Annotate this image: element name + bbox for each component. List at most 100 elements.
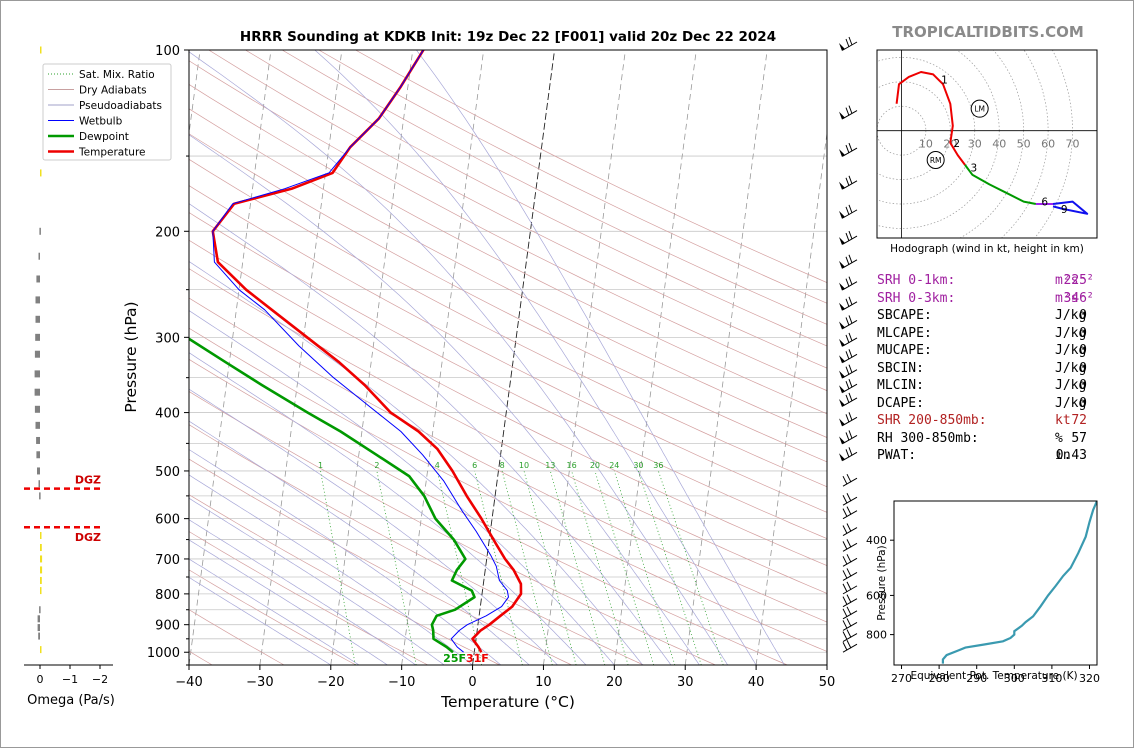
wind-barb-staff [843,181,857,189]
moist-adiabat [315,50,756,665]
x-tick-label: −20 [317,675,344,690]
wind-barb [839,412,857,426]
wind-barb-feather [846,449,849,457]
mixing-ratio-label: 24 [609,461,619,470]
param-unit: in [1055,448,1071,463]
wind-barb-staff [843,354,857,362]
wind-barb-feather [843,541,847,549]
wind-barb-feather [846,351,849,359]
wind-barb-feather [843,526,847,534]
param-label: MUCAPE: [877,343,932,358]
wind-barb [843,630,857,642]
hodograph-height-label: 6 [1041,197,1048,209]
wind-barb-feather [849,365,852,373]
legend-entry: Dry Adiabats [79,85,147,97]
omega-bar [40,47,42,54]
wind-barb-feather [846,257,849,265]
wind-barb [839,231,857,245]
mixing-ratio-line [321,471,356,665]
hodograph-ring-label: 70 [1066,138,1080,151]
wind-barb-feather [847,474,851,482]
wind-barb-feather [843,584,847,592]
wind-barb-feather [847,507,851,515]
param-label: SRH 0-1km: [877,273,955,288]
param-label: SRH 0-3km: [877,291,955,306]
omega-bar [39,253,41,260]
param-value: 57 [1071,431,1087,446]
param-unit: % [1055,431,1063,446]
mixing-ratio-line [524,471,576,665]
param-unit: J/kg [1055,343,1086,358]
omega-bar [35,351,40,358]
wind-barb-staff [843,370,857,378]
hodograph-ring-label: 30 [968,138,982,151]
wind-barb-staff [843,260,857,268]
wind-barb [839,333,857,347]
omega-bar [39,480,41,487]
wind-barb-feather [846,39,849,47]
wind-barb-feather [847,607,851,615]
wind-barb-feather [849,231,852,239]
wind-barb [843,618,857,630]
moist-adiabat [186,50,727,665]
wind-barb-feather [843,476,847,484]
mixing-ratio-line [614,471,675,665]
param-label: MLCIN: [877,378,924,393]
param-value: 72 [1071,413,1087,428]
x-tick-label: −40 [175,675,202,690]
wind-barb-feather [849,430,852,438]
omega-bar [35,334,40,341]
wind-barb-feather [843,556,847,564]
hodograph-height-label: 9 [1061,204,1068,216]
hodograph-ring-label: 60 [1041,138,1055,151]
theta-e-x-tick-label: 270 [891,672,912,685]
wind-barb-staff [843,338,857,346]
wind-barb [843,568,857,580]
isotherm-line [756,50,838,665]
y-tick-label: 300 [155,331,180,346]
wind-barb-staff [843,42,857,50]
hodograph-caption: Hodograph (wind in kt, height in km) [890,243,1084,255]
x-tick-label: −30 [246,675,273,690]
isotherm-line [614,50,696,665]
theta-e-x-tick-label: 320 [1079,672,1100,685]
wind-barb-feather [846,414,849,422]
omega-bar [35,370,40,377]
wind-barb [839,447,857,461]
param-unit: J/kg [1055,326,1086,341]
y-tick-label: 400 [155,407,180,422]
theta-e-x-axis-label: Equivalent Pot. Temperature (K) [910,670,1077,682]
wind-barb [839,349,857,363]
wind-barb [839,176,857,190]
wind-barb-feather [843,642,847,650]
omega-bar [40,646,42,653]
param-unit: J/kg [1055,308,1086,323]
hodograph-height-label: 3 [970,162,977,174]
wind-barb-feather [849,447,852,455]
omega-bar [39,606,41,613]
wind-barb [839,393,857,407]
watermark: TROPICALTIDBITS.COM [892,23,1084,41]
mixing-ratio-label: 6 [472,461,477,470]
mixing-ratio-label: 4 [435,461,440,470]
param-unit: kt [1055,413,1071,428]
wind-barb-feather [843,620,847,628]
wind-barb-feather [846,178,849,186]
wind-barb-feather [849,315,852,323]
param-label: SBCAPE: [877,308,932,323]
wind-barb-feather [843,632,847,640]
omega-bar [35,389,40,396]
omega-axis-label: Omega (Pa/s) [27,693,115,708]
wind-barb-feather [846,381,849,389]
legend-entry: Temperature [78,147,146,159]
y-axis-label: Pressure (hPa) [122,301,140,412]
legend-entry: Wetbulb [79,116,123,128]
x-tick-label: 30 [677,675,694,690]
